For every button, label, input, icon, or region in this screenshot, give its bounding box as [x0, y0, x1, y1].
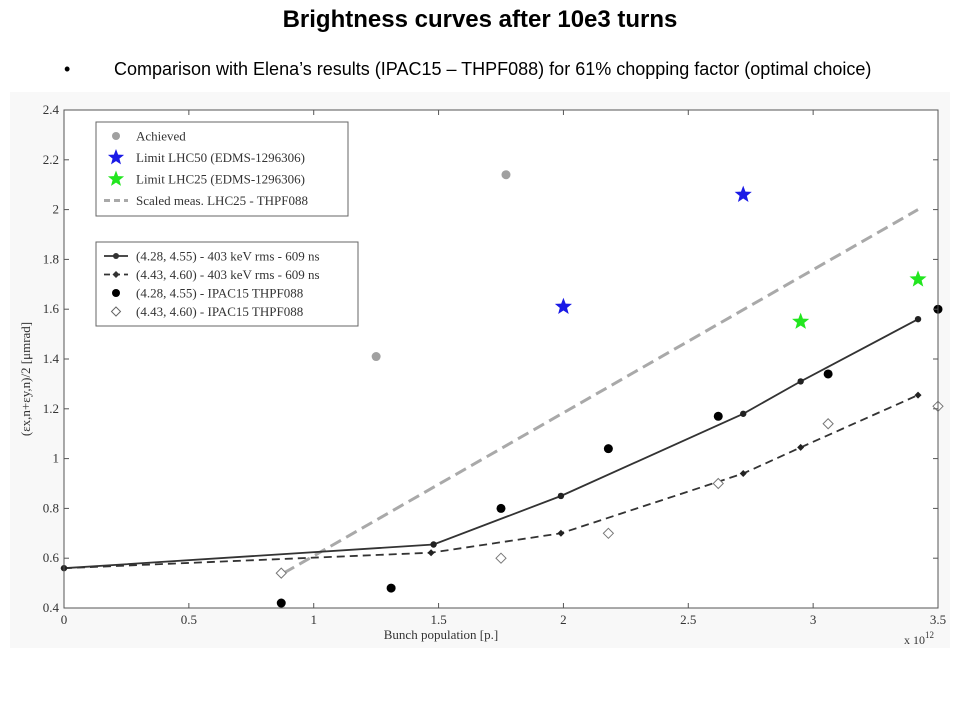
data-point: [386, 583, 396, 593]
legend-label: Limit LHC25 (EDMS-1296306): [136, 172, 305, 187]
legend-label: (4.43, 4.60) - 403 keV rms - 609 ns: [136, 267, 320, 282]
legend-marker: [112, 271, 120, 278]
data-point: [430, 541, 437, 548]
bullet-text: Comparison with Elena’s results (IPAC15 …: [114, 59, 872, 79]
data-point: [276, 598, 286, 608]
data-point: [914, 315, 922, 323]
y-tick-label: 1: [53, 451, 60, 466]
y-tick-label: 1.6: [43, 301, 60, 316]
data-point: [712, 477, 724, 490]
y-tick-label: 2.4: [43, 102, 60, 117]
series-line: [282, 208, 919, 575]
legend-box: [95, 121, 349, 217]
data-point: [496, 503, 506, 513]
x-tick-label: 2: [560, 612, 567, 627]
legend-marker: [110, 306, 122, 317]
legend-label: (4.43, 4.60) - IPAC15 THPF088: [136, 304, 303, 319]
y-tick-label: 1.2: [43, 401, 59, 416]
data-point: [602, 527, 615, 540]
data-point: [371, 352, 381, 362]
legend-label: Limit LHC50 (EDMS-1296306): [136, 150, 305, 165]
chart-panel: 0 0.5 1 1.5 2 2.5 3 3.5 0.4 0.6 0.8 1 1.2 1.4 1.6 1.8 2 2…: [10, 92, 950, 648]
brightness-chart: 0 0.5 1 1.5 2 2.5 3 3.5 0.4 0.6 0.8 1 1.2 1.4 1.6 1.8 2 2…: [10, 92, 950, 648]
x-tick-label: 3: [810, 612, 817, 627]
slide-title: Brightness curves after 10e3 turns: [282, 6, 678, 33]
data-point: [739, 470, 747, 478]
data-point: [734, 185, 752, 202]
x-axis-label: Bunch population [p.]: [384, 627, 498, 642]
data-point: [713, 411, 723, 421]
series-line: [63, 318, 919, 570]
data-point: [909, 270, 927, 287]
data-point: [495, 552, 507, 564]
data-point: [914, 391, 922, 399]
bullet-marker: •: [64, 59, 71, 79]
legend-label: Scaled meas. LHC25 - THPF088: [136, 193, 308, 208]
x-tick-label: 0.5: [181, 612, 197, 627]
y-tick-label: 0.8: [43, 500, 59, 515]
x-tick-label: 0: [61, 612, 68, 627]
legend-box: [95, 241, 359, 327]
data-point: [554, 297, 572, 314]
data-point: [823, 369, 833, 379]
x-tick-label: 1: [310, 612, 317, 627]
legend-marker: [107, 170, 125, 186]
y-tick-label: 1.4: [43, 351, 60, 366]
y-tick-label: 0.6: [43, 550, 60, 565]
data-point: [501, 170, 511, 180]
data-point: [603, 444, 613, 454]
legend-marker: [113, 253, 119, 259]
y-axis-label: (εx,n+εy,n)/2 [μmrad]: [18, 322, 33, 436]
x-axis-multiplier: x 1012: [904, 630, 934, 647]
legend-marker: [112, 132, 120, 140]
data-point: [797, 378, 804, 385]
data-point: [740, 410, 747, 417]
data-point: [557, 529, 565, 537]
x-tick-label: 2.5: [680, 612, 696, 627]
y-tick-label: 2: [53, 202, 60, 217]
data-point: [792, 312, 810, 329]
data-point: [275, 567, 287, 579]
legend-marker: [107, 149, 125, 165]
legend-marker: [112, 289, 120, 297]
legend-label: Achieved: [136, 129, 186, 144]
data-point: [797, 443, 805, 451]
x-tick-label: 1.5: [430, 612, 446, 627]
data-point: [822, 418, 834, 430]
legend-label: (4.28, 4.55) - IPAC15 THPF088: [136, 286, 303, 301]
y-tick-label: 1.8: [43, 251, 59, 266]
series-line: [63, 394, 919, 570]
y-tick-label: 2.2: [43, 152, 59, 167]
x-tick-label: 3.5: [930, 612, 946, 627]
data-point: [557, 492, 565, 500]
legend-label: (4.28, 4.55) - 403 keV rms - 609 ns: [136, 249, 320, 264]
y-tick-label: 0.4: [43, 600, 60, 615]
data-point: [427, 549, 435, 557]
